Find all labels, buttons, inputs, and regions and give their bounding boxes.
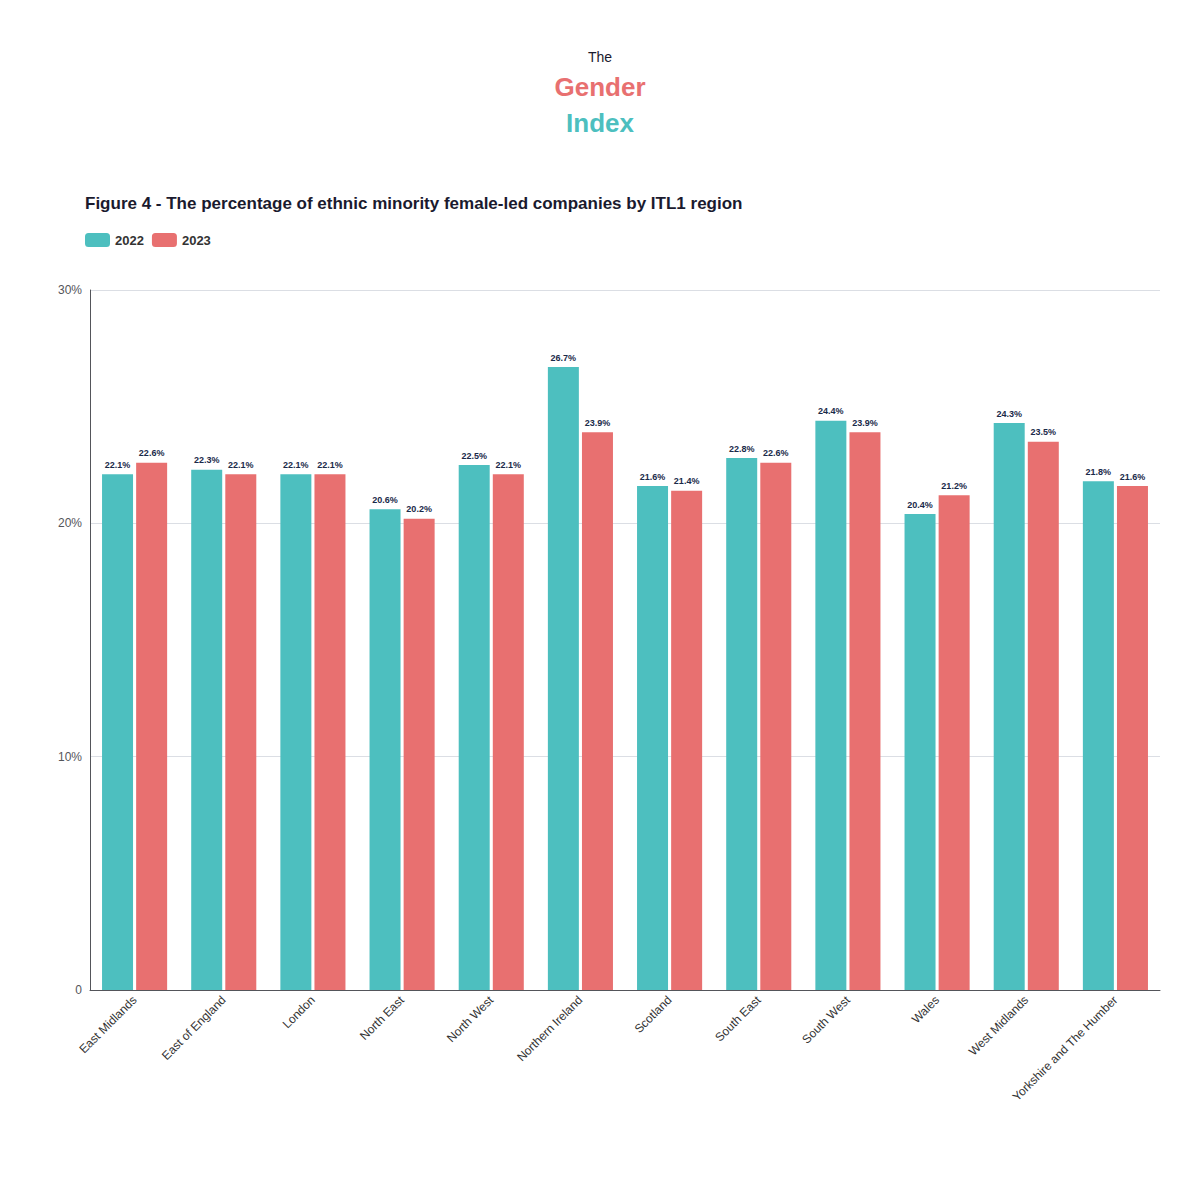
svg-text:Gender: Gender [554,72,645,102]
svg-text:East Midlands: East Midlands [76,993,139,1056]
svg-text:Yorkshire and The Humber: Yorkshire and The Humber [1010,993,1121,1104]
svg-text:West Midlands: West Midlands [966,993,1031,1058]
svg-text:20.4%: 20.4% [907,500,933,510]
svg-text:24.3%: 24.3% [996,409,1022,419]
svg-text:23.9%: 23.9% [585,418,611,428]
svg-text:22.3%: 22.3% [194,455,220,465]
svg-text:South West: South West [799,993,853,1047]
svg-text:30%: 30% [58,283,82,297]
svg-text:21.6%: 21.6% [1120,472,1146,482]
svg-text:22.1%: 22.1% [283,460,309,470]
svg-text:23.5%: 23.5% [1031,427,1057,437]
svg-text:South East: South East [712,993,764,1045]
svg-text:North West: North West [444,993,497,1046]
svg-text:21.2%: 21.2% [941,481,967,491]
svg-text:21.4%: 21.4% [674,476,700,486]
svg-text:22.6%: 22.6% [139,448,165,458]
svg-text:Figure 4 - The percentage of e: Figure 4 - The percentage of ethnic mino… [85,194,742,213]
svg-text:The: The [588,49,612,65]
svg-text:20%: 20% [58,516,82,530]
svg-text:20.2%: 20.2% [406,504,432,514]
svg-text:22.1%: 22.1% [105,460,131,470]
svg-text:21.6%: 21.6% [640,472,666,482]
svg-text:2023: 2023 [182,233,211,248]
svg-text:Scotland: Scotland [632,993,675,1036]
svg-text:20.6%: 20.6% [372,495,398,505]
svg-text:North East: North East [357,993,407,1043]
svg-text:22.1%: 22.1% [317,460,343,470]
svg-text:Index: Index [566,108,634,138]
svg-text:Northern Ireland: Northern Ireland [514,993,585,1064]
svg-text:22.1%: 22.1% [228,460,254,470]
svg-text:10%: 10% [58,750,82,764]
svg-text:London: London [280,993,318,1031]
svg-text:0: 0 [75,983,82,997]
svg-text:26.7%: 26.7% [551,353,577,363]
svg-text:22.5%: 22.5% [461,451,487,461]
svg-text:Wales: Wales [909,993,942,1026]
svg-text:23.9%: 23.9% [852,418,878,428]
svg-text:East of England: East of England [159,993,229,1063]
svg-text:22.1%: 22.1% [496,460,522,470]
svg-text:2022: 2022 [115,233,144,248]
svg-text:22.8%: 22.8% [729,444,755,454]
svg-text:24.4%: 24.4% [818,406,844,416]
svg-text:22.6%: 22.6% [763,448,789,458]
svg-text:21.8%: 21.8% [1086,467,1112,477]
